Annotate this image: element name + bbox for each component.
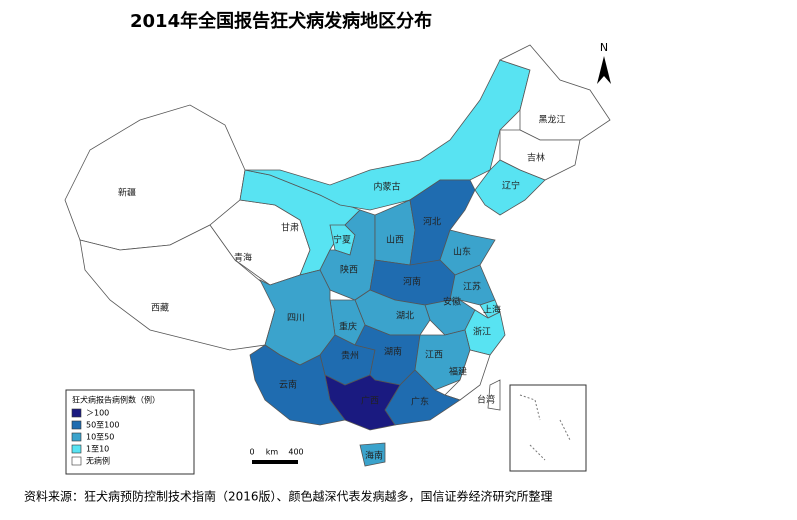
province-label: 贵州 (341, 350, 359, 362)
legend-swatch (71, 456, 82, 466)
province-label: 黑龙江 (538, 114, 565, 126)
province-layer (64, 44, 611, 467)
province (474, 159, 546, 216)
legend-label: 1至10 (86, 445, 109, 454)
north-arrow (597, 56, 611, 84)
scale-bar (252, 460, 298, 464)
province-label: 山东 (453, 246, 471, 258)
legend-swatch (71, 432, 82, 442)
legend-label: ＞100 (86, 409, 109, 418)
province-label: 江西 (425, 350, 443, 361)
province-label: 湖北 (396, 311, 414, 322)
province-label: 陕西 (340, 264, 358, 276)
inset-islands (519, 394, 571, 461)
scale-end: 400 (288, 448, 303, 457)
province-label: 上海 (483, 304, 501, 316)
province-label: 四川 (287, 314, 305, 324)
province (249, 344, 346, 426)
legend-swatch (71, 408, 82, 418)
province (359, 442, 386, 467)
province-label: 宁夏 (333, 234, 351, 246)
province-label: 新疆 (118, 187, 136, 199)
legend-label: 10至50 (86, 433, 114, 442)
source-note: 资料来源：狂犬病预防控制技术指南（2016版）、颜色越深代表发病越多，国信证券经… (24, 489, 553, 504)
scale-unit: km (266, 448, 279, 457)
province-label: 重庆 (339, 321, 357, 333)
province-label: 海南 (365, 450, 383, 462)
province-label: 西藏 (151, 302, 169, 314)
north-label: N (600, 41, 608, 54)
legend-box (65, 389, 195, 475)
province-label: 吉林 (527, 152, 545, 164)
province-label: 安徽 (443, 296, 461, 308)
legend: ＞100 50至100 10至50 1至10 无病例 (71, 408, 119, 466)
province-label: 甘肃 (281, 222, 299, 234)
province-label: 江苏 (463, 281, 481, 293)
province-label: 山西 (386, 235, 404, 246)
province-label: 河北 (423, 216, 441, 228)
province-label: 湖南 (384, 346, 402, 358)
province (244, 59, 531, 211)
province-label: 青海 (234, 252, 252, 264)
title: 2014年全国报告狂犬病发病地区分布 (130, 10, 432, 32)
legend-label: 无病例 (86, 456, 110, 466)
legend-label: 50至100 (86, 421, 119, 430)
province-label: 云南 (279, 379, 297, 391)
province-label: 广东 (411, 396, 429, 408)
province-label: 内蒙古 (373, 181, 400, 193)
scale-start: 0 (249, 448, 254, 457)
south-china-sea-inset (509, 384, 587, 472)
legend-swatch (71, 420, 82, 430)
province-label: 广西 (361, 395, 379, 407)
province-label: 河南 (403, 276, 421, 288)
province (487, 379, 501, 411)
legend-title: 狂犬病报告病例数（例） (72, 395, 160, 405)
province (374, 199, 416, 266)
province-label: 辽宁 (502, 180, 520, 192)
province-label: 台湾 (477, 394, 495, 406)
province-label: 福建 (449, 366, 467, 378)
legend-swatch (71, 444, 82, 454)
province-label: 浙江 (473, 326, 491, 338)
